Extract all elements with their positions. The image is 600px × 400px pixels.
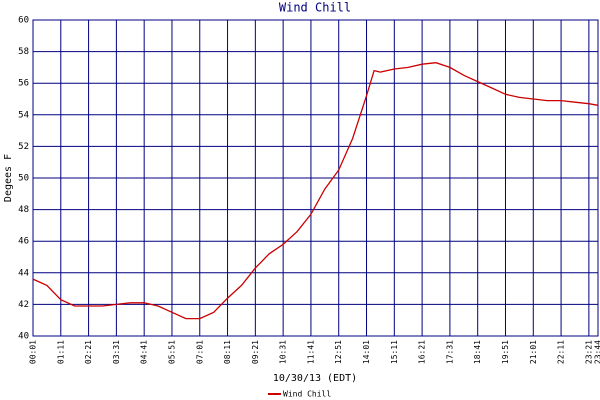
x-tick-label: 03:31 [112,340,121,364]
x-tick-label: 07:01 [195,340,204,364]
x-tick-label: 23:21 [584,340,593,364]
x-tick-label: 14:01 [362,340,371,364]
x-tick-label: 10:31 [279,340,288,364]
x-tick-label: 21:01 [529,340,538,364]
y-tick-label: 56 [18,79,29,89]
x-tick-label: 11:41 [306,340,315,364]
y-axis-label: Degees F [3,154,14,202]
y-tick-label: 42 [18,300,29,310]
x-tick-label: 19:51 [501,340,510,364]
x-tick-label: 18:41 [473,340,482,364]
legend-label: Wind Chill [283,390,331,399]
x-axis-label: 10/30/13 (EDT) [273,373,357,384]
x-tick-label: 08:11 [223,340,232,364]
y-tick-label: 58 [18,47,29,57]
data-line [32,62,599,320]
x-tick-label: 05:51 [167,340,176,364]
x-tick-label: 02:21 [84,340,93,364]
x-tick-label: 15:11 [390,340,399,364]
x-tick-label: 23:44 [594,340,600,364]
y-tick-label: 52 [18,142,29,152]
y-tick-label: 60 [18,16,29,26]
chart-title: Wind Chill [279,1,351,15]
y-tick-label: 46 [18,237,29,247]
x-tick-label: 12:51 [334,340,343,364]
y-tick-label: 54 [18,110,29,120]
x-tick-label: 04:41 [140,340,149,364]
x-tick-label: 17:31 [445,340,454,364]
x-tick-label: 16:21 [418,340,427,364]
x-tick-label: 01:11 [56,340,65,364]
x-tick-label: 00:01 [29,340,38,364]
x-tick-label: 22:11 [557,340,566,364]
y-tick-label: 48 [18,205,29,215]
x-tick-label: 09:21 [251,340,260,364]
y-tick-label: 40 [18,332,29,342]
y-tick-label: 50 [18,174,29,184]
y-tick-label: 44 [18,268,29,278]
